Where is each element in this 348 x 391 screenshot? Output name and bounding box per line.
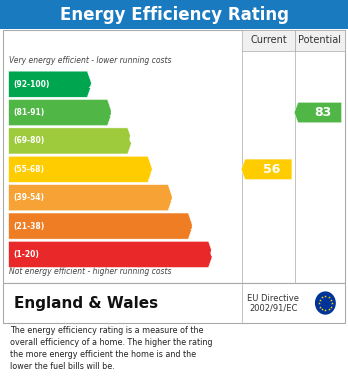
Text: Very energy efficient - lower running costs: Very energy efficient - lower running co… [9,56,171,65]
Polygon shape [9,71,92,97]
FancyBboxPatch shape [242,30,295,51]
Polygon shape [9,241,213,267]
Text: (69-80): (69-80) [13,136,44,145]
Text: EU Directive: EU Directive [247,294,299,303]
Text: F: F [189,220,199,233]
Text: The energy efficiency rating is a measure of the
overall efficiency of a home. T: The energy efficiency rating is a measur… [10,326,213,371]
Text: 56: 56 [263,163,280,176]
FancyBboxPatch shape [295,30,345,51]
Circle shape [316,292,335,314]
FancyBboxPatch shape [3,283,345,323]
Text: England & Wales: England & Wales [14,296,158,310]
Text: (81-91): (81-91) [13,108,44,117]
Text: (39-54): (39-54) [13,193,44,202]
Text: Current: Current [250,36,287,45]
Text: B: B [109,106,120,119]
Text: G: G [209,248,221,261]
Polygon shape [9,156,152,182]
Polygon shape [294,102,341,123]
Text: D: D [149,163,160,176]
Polygon shape [9,213,193,239]
Text: 2002/91/EC: 2002/91/EC [249,303,298,312]
Text: E: E [169,191,179,204]
Polygon shape [241,159,292,179]
Text: C: C [129,135,139,147]
Text: Not energy efficient - higher running costs: Not energy efficient - higher running co… [9,267,171,276]
Text: A: A [88,78,98,91]
Text: 83: 83 [314,106,331,119]
Polygon shape [9,100,112,126]
Polygon shape [9,185,173,211]
Text: (1-20): (1-20) [13,250,39,259]
Text: Energy Efficiency Rating: Energy Efficiency Rating [60,5,288,24]
FancyBboxPatch shape [0,0,348,29]
Polygon shape [9,128,132,154]
FancyBboxPatch shape [3,30,345,283]
Text: (55-68): (55-68) [13,165,44,174]
Text: (21-38): (21-38) [13,222,44,231]
Text: (92-100): (92-100) [13,80,49,89]
Text: Potential: Potential [298,36,341,45]
